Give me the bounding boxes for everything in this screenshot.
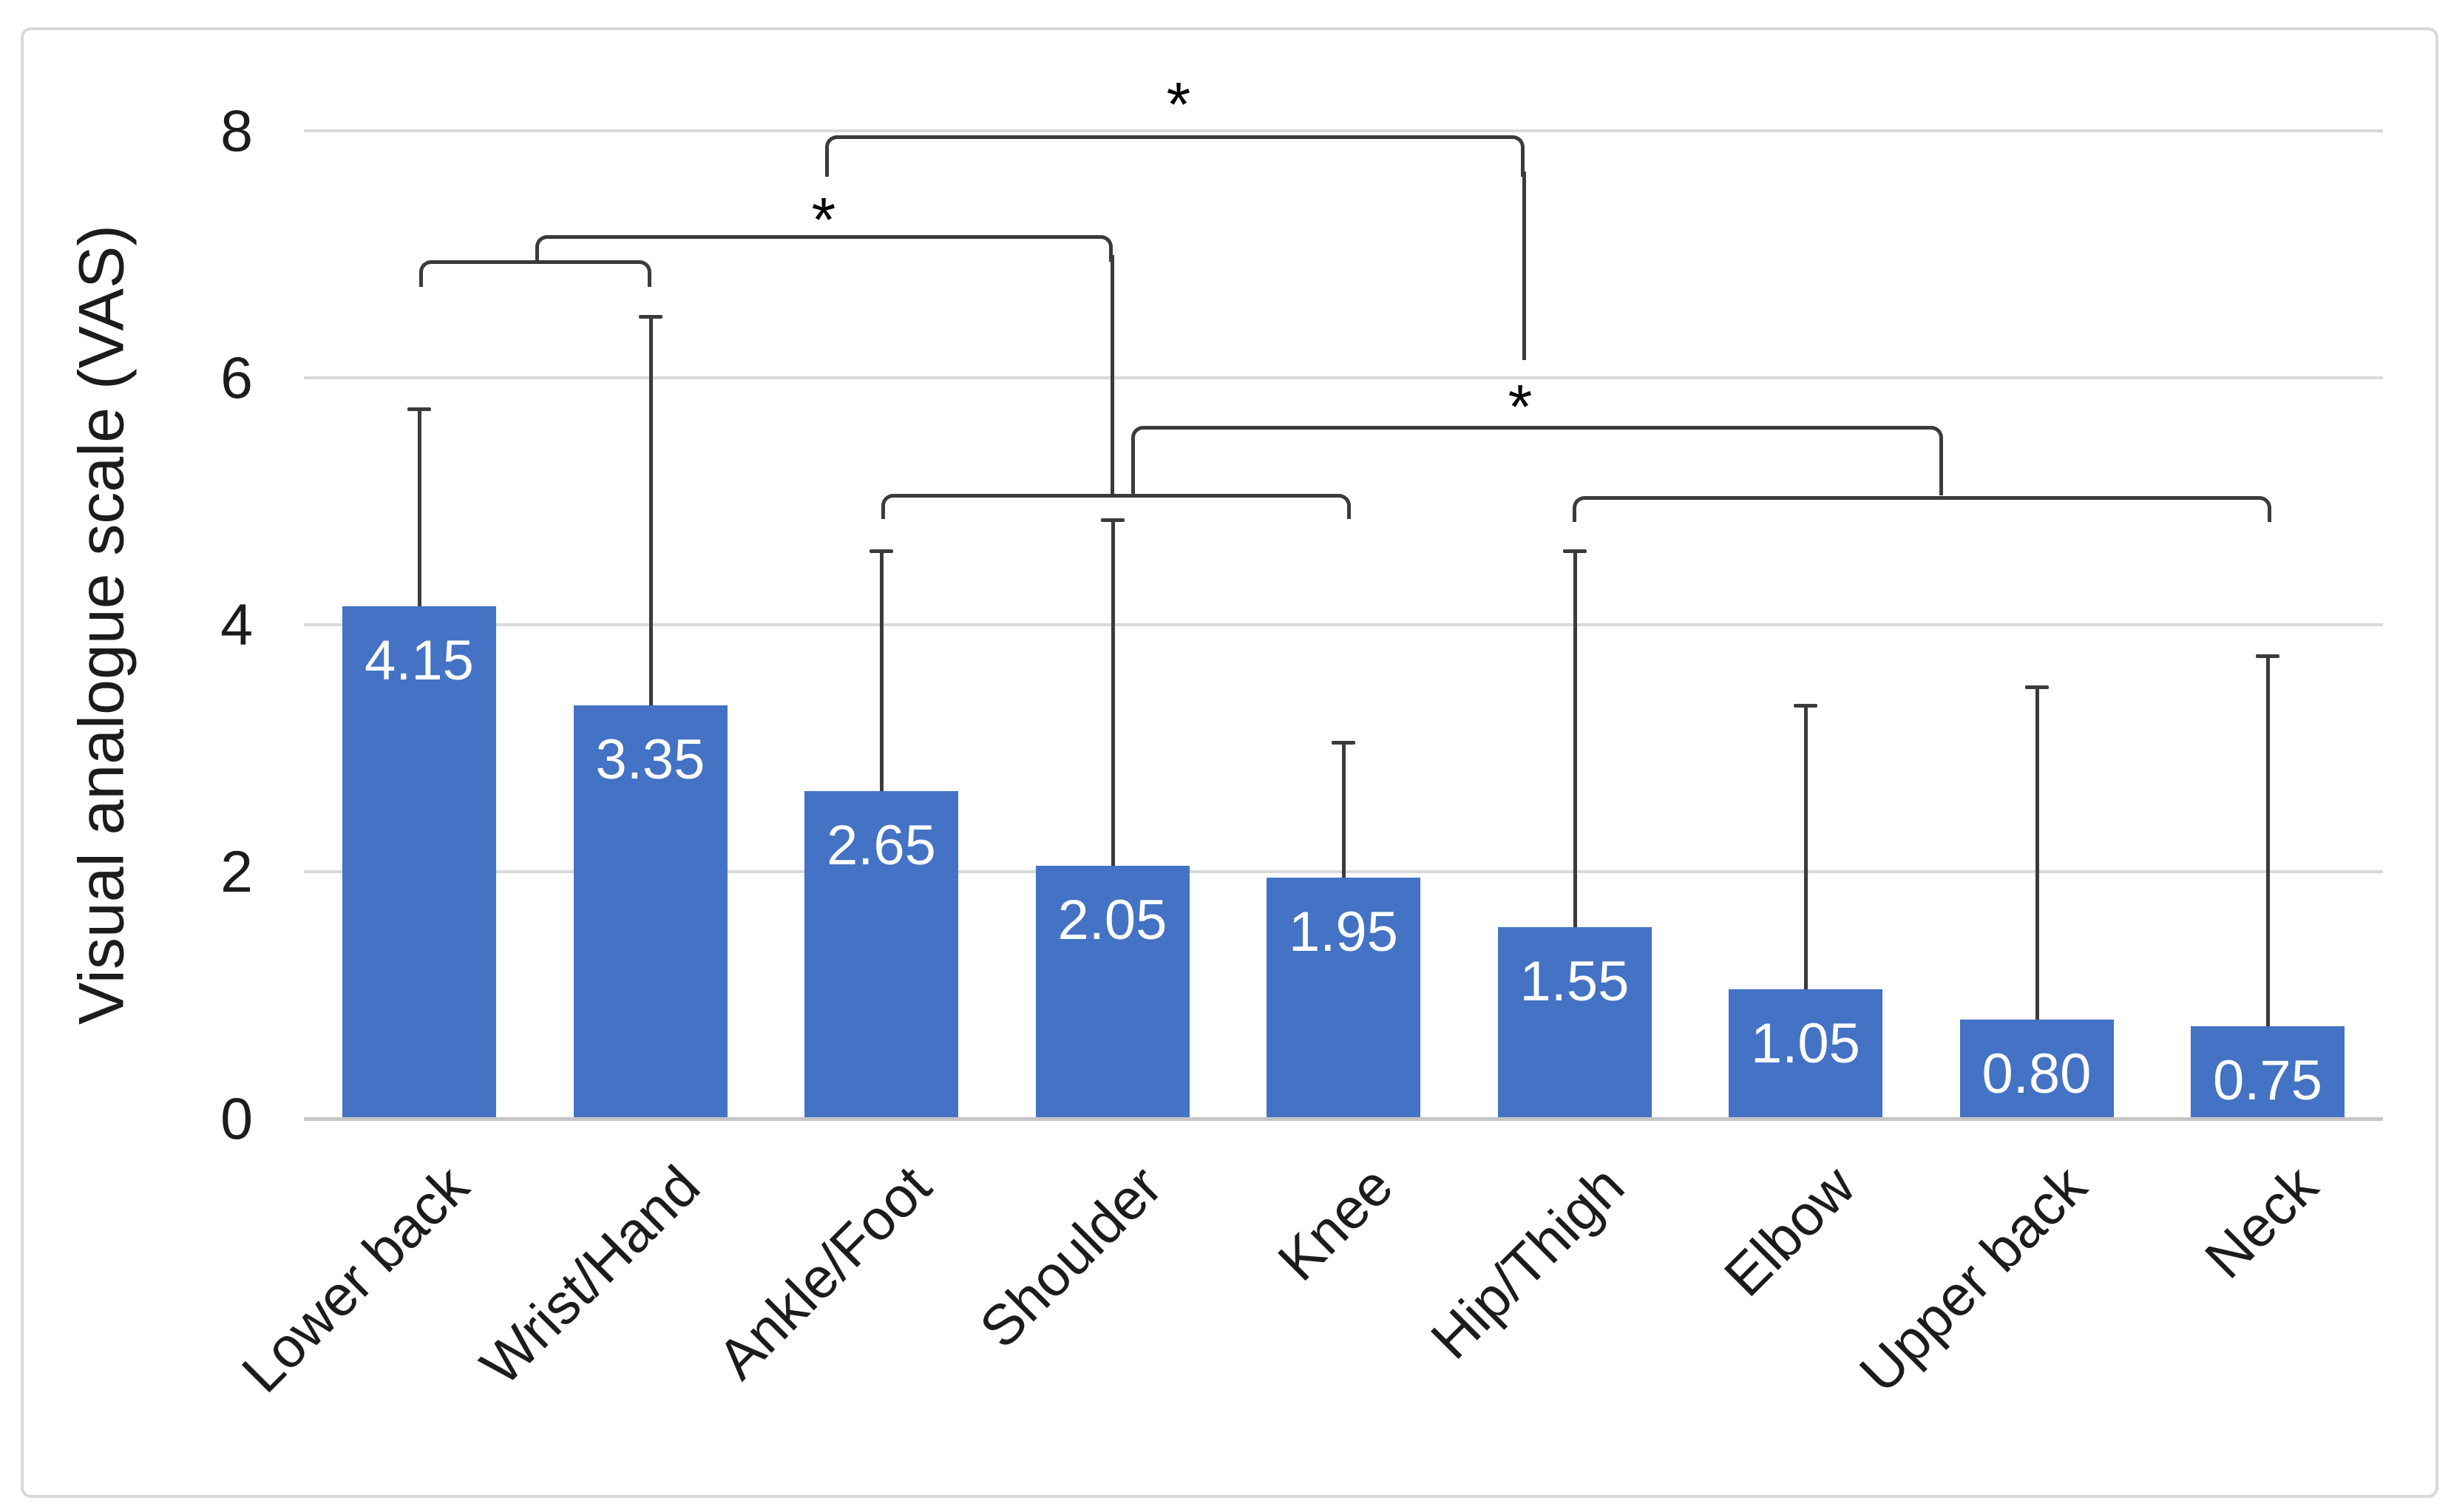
bar-Neck xyxy=(2191,1025,2345,1119)
bar-value-label: 1.55 xyxy=(1519,950,1630,1014)
bar-value-label: 1.95 xyxy=(1289,901,1398,964)
error-bar-line xyxy=(1573,550,1577,928)
bar-value-label: 3.35 xyxy=(595,728,705,791)
bar-Elbow xyxy=(1729,989,1882,1119)
error-bar-line xyxy=(1342,742,1346,878)
significance-bracket-pair-lowerback-wristhand xyxy=(419,260,651,287)
significance-bracket-group-hip-neck xyxy=(1573,496,2271,522)
error-bar-cap xyxy=(1100,518,1125,523)
y-tick-label-0: 0 xyxy=(220,1085,253,1151)
bar-value-label: 2.65 xyxy=(827,814,936,878)
bar-Ankle/Foot xyxy=(804,791,958,1119)
bar-Shoulder xyxy=(1035,865,1190,1119)
error-bar-line xyxy=(648,316,653,705)
error-bar-line xyxy=(2266,655,2270,1026)
figure-border xyxy=(21,27,2438,1498)
significance-bracket-left-significant xyxy=(535,235,1113,262)
bar-value-label: 4.15 xyxy=(365,628,474,692)
error-bar-cap xyxy=(1562,549,1587,553)
significance-bracket-drop-left-significant xyxy=(1111,255,1114,495)
y-tick-label-6: 6 xyxy=(220,345,253,410)
bar-Lower back xyxy=(342,606,496,1119)
error-bar-line xyxy=(418,408,421,606)
bar-value-label: 0.80 xyxy=(1982,1043,2092,1106)
x-axis-line xyxy=(304,1117,2383,1121)
gridline-8 xyxy=(304,129,2383,132)
gridline-4 xyxy=(304,623,2383,626)
y-tick-label-2: 2 xyxy=(220,838,253,904)
bar-value-label: 2.05 xyxy=(1057,888,1167,952)
error-bar-line xyxy=(1111,520,1115,866)
error-bar-line xyxy=(1804,705,1808,989)
significance-bracket-right-significant xyxy=(1131,426,1943,495)
significance-bracket-drop-top-significant xyxy=(1522,172,1526,360)
y-tick-label-8: 8 xyxy=(220,98,253,163)
error-bar-cap xyxy=(1332,740,1355,745)
error-bar-line xyxy=(880,550,884,792)
bar-value-label: 0.75 xyxy=(2213,1048,2322,1112)
error-bar-cap xyxy=(1794,703,1817,708)
error-bar-line xyxy=(2035,686,2039,1020)
significance-bracket-group-ankle-knee xyxy=(881,494,1351,519)
error-bar-cap xyxy=(638,314,662,319)
bar-Hip/Thigh xyxy=(1497,927,1652,1119)
bar-Upper back xyxy=(1959,1020,2114,1119)
bar-Knee xyxy=(1267,878,1420,1119)
bar-value-label: 1.05 xyxy=(1751,1011,1860,1075)
error-bar-cap xyxy=(2256,654,2279,658)
significance-asterisk-left-significant: * xyxy=(811,185,836,254)
significance-asterisk-top-significant: * xyxy=(1166,70,1191,139)
bar-Wrist/Hand xyxy=(573,705,728,1119)
significance-bracket-top-significant xyxy=(825,135,1525,177)
error-bar-cap xyxy=(407,407,431,411)
y-tick-label-4: 4 xyxy=(220,591,253,657)
gridline-6 xyxy=(304,376,2383,379)
error-bar-cap xyxy=(869,549,893,553)
error-bar-cap xyxy=(2024,685,2049,689)
significance-asterisk-right-significant: * xyxy=(1508,372,1533,441)
